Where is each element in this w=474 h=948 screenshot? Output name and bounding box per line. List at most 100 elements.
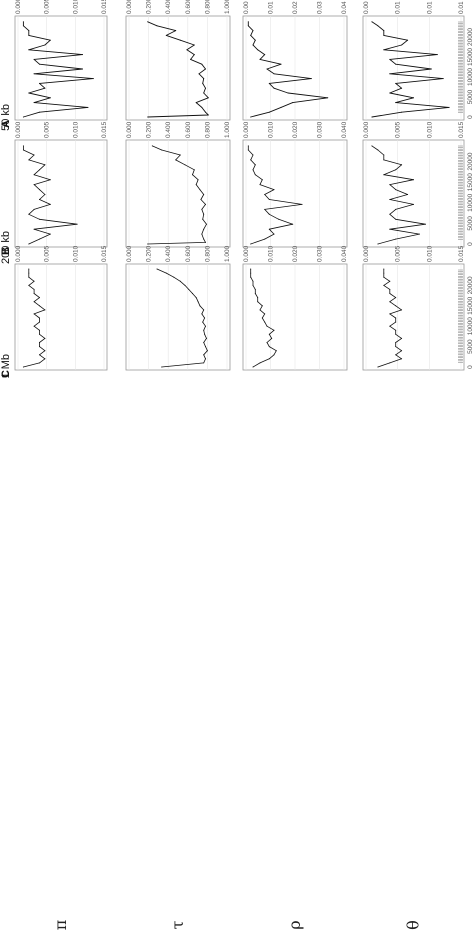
data-point xyxy=(190,58,192,60)
data-point xyxy=(33,73,35,75)
data-point xyxy=(264,313,266,315)
data-point xyxy=(247,149,249,151)
x-tick-label: 20000 xyxy=(467,152,474,170)
data-point xyxy=(22,366,24,368)
y-tick-label: 0.000 xyxy=(126,0,133,14)
data-point xyxy=(401,164,403,166)
data-point xyxy=(264,54,266,56)
data-point xyxy=(250,276,252,278)
data-point xyxy=(254,288,256,290)
data-point xyxy=(28,34,30,36)
data-point xyxy=(273,329,275,331)
data-point xyxy=(39,321,40,323)
data-point xyxy=(44,358,46,360)
data-point xyxy=(161,366,163,368)
data-point xyxy=(395,63,397,65)
panel-a: A50 kb0.000 0.005 0.010 0.015 0.000 0.200 0.40… xyxy=(0,0,474,131)
data-point xyxy=(395,189,397,191)
data-point xyxy=(395,329,397,331)
data-point xyxy=(206,223,207,225)
data-point xyxy=(401,358,403,360)
series-line xyxy=(147,21,209,118)
data-point xyxy=(82,68,83,70)
data-point xyxy=(203,213,205,215)
data-point xyxy=(264,321,266,323)
data-point xyxy=(175,30,177,32)
data-point xyxy=(268,82,270,84)
data-point xyxy=(273,189,275,191)
data-point xyxy=(197,301,199,303)
y-tick-label: 0.200 xyxy=(146,0,153,14)
data-point xyxy=(44,350,46,352)
data-point xyxy=(203,228,205,230)
data-point xyxy=(28,272,30,274)
y-tick-label: 0.020 xyxy=(292,245,299,262)
data-point xyxy=(259,362,261,364)
data-point xyxy=(204,333,206,335)
chart-a-rho: 0.00 0.01 0.02 0.03 0.04 xyxy=(242,1,348,121)
data-point xyxy=(203,309,205,311)
data-point xyxy=(389,184,391,186)
data-point xyxy=(389,362,391,364)
data-point xyxy=(250,34,252,36)
row-label-tau: τ xyxy=(168,920,187,929)
data-point xyxy=(179,39,181,41)
y-tick-label: 0.00 xyxy=(363,1,370,14)
y-tick-label: 0.000 xyxy=(15,121,22,138)
data-point xyxy=(395,238,397,240)
data-point xyxy=(377,25,379,27)
y-tick-label: 0.005 xyxy=(44,0,51,14)
y-tick-label: 0.010 xyxy=(268,245,275,262)
plot-area xyxy=(362,263,465,371)
y-tick-label: 0.010 xyxy=(426,245,433,262)
data-point xyxy=(33,208,35,210)
y-tick-label: 0.005 xyxy=(44,245,51,262)
data-point xyxy=(389,73,391,75)
data-point xyxy=(205,111,206,113)
data-point xyxy=(266,342,268,343)
data-point xyxy=(252,284,254,286)
data-point xyxy=(395,354,397,356)
data-point xyxy=(254,39,256,41)
data-point xyxy=(39,169,40,171)
series-line xyxy=(147,145,207,245)
data-point xyxy=(195,297,197,299)
data-point xyxy=(395,297,397,299)
data-point xyxy=(205,346,206,348)
y-tick-label: 0.01 xyxy=(426,1,433,14)
data-point xyxy=(179,280,181,282)
data-point xyxy=(186,49,188,51)
y-tick-label: 0.000 xyxy=(126,245,133,262)
x-tick-label: 5000 xyxy=(467,339,474,354)
data-point xyxy=(395,82,397,84)
data-point xyxy=(268,199,270,200)
data-point xyxy=(33,184,35,186)
y-tick-label: 0.02 xyxy=(292,1,299,14)
y-tick-label: 0.030 xyxy=(317,121,324,138)
data-point xyxy=(261,305,263,307)
data-point xyxy=(201,208,203,210)
y-tick-label: 0.005 xyxy=(395,121,402,138)
data-point xyxy=(383,276,385,278)
data-point xyxy=(39,199,40,200)
data-point xyxy=(92,78,94,80)
chart-a-tau: 0.000 0.200 0.400 0.600 0.800 1.000 xyxy=(125,0,231,121)
data-point xyxy=(264,238,266,240)
y-tick-label: 0.200 xyxy=(146,121,153,138)
data-point xyxy=(389,301,391,303)
y-tick-label: 0.020 xyxy=(292,121,299,138)
data-point xyxy=(204,317,206,319)
data-point xyxy=(383,34,385,36)
y-tick-label: 0.04 xyxy=(341,1,348,14)
x-tick-label: 20000 xyxy=(467,28,474,46)
data-point xyxy=(383,284,385,286)
data-point xyxy=(203,362,205,364)
x-tick-label: 0 xyxy=(467,115,474,119)
x-tick-label: 5000 xyxy=(467,89,474,104)
data-point xyxy=(39,317,40,319)
y-tick-label: 0.030 xyxy=(317,245,324,262)
y-tick-label: 0.00 xyxy=(243,1,250,14)
y-tick-label: 0.01 xyxy=(268,1,275,14)
data-point xyxy=(257,297,259,299)
data-point xyxy=(203,342,205,343)
